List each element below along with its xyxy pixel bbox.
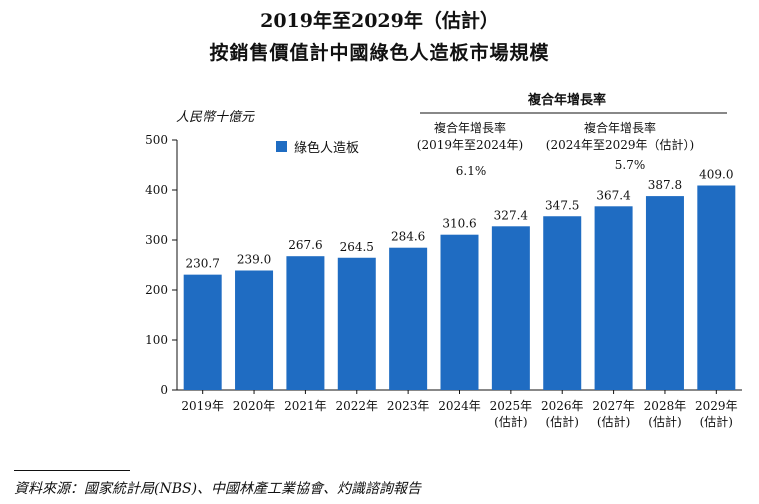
source-note: 資料來源：國家統計局(NBS)、中國林產工業協會、灼識諮詢報告 <box>14 481 422 497</box>
x-tick-label: 2024年 <box>438 399 481 413</box>
cagr-period-label: 複合年增長率 <box>434 120 506 135</box>
cagr-value-1: 6.1% <box>456 164 487 178</box>
bar-value-label: 367.4 <box>596 188 631 202</box>
bar-10 <box>645 196 684 390</box>
y-tick-label: 400 <box>145 183 168 197</box>
x-tick-label: (估計) <box>546 414 579 429</box>
x-tick-label: 2022年 <box>335 399 378 413</box>
bar-6 <box>440 234 479 390</box>
bar-chart: 0 100 200 300 400 500 人民幣十億元 230.7 2019年 239.0 202… <box>145 92 742 429</box>
bar-8 <box>543 216 582 390</box>
bar-1 <box>183 274 222 390</box>
x-tick-label: 2019年 <box>181 399 224 413</box>
x-tick-label: 2029年 <box>695 399 738 413</box>
y-tick-label: 500 <box>145 133 168 147</box>
cagr-header: 複合年增長率 <box>527 92 606 108</box>
bar-value-label: 264.5 <box>340 240 374 254</box>
bar-5 <box>389 247 428 390</box>
cagr-period-range: (2024年至2029年（估計）) <box>546 137 694 152</box>
bar-2 <box>235 270 274 390</box>
x-tick-label: 2020年 <box>233 399 276 413</box>
legend-swatch <box>276 141 287 152</box>
bar-value-label: 387.8 <box>648 178 682 192</box>
x-tick-label: 2021年 <box>284 399 327 413</box>
bar-value-label: 409.0 <box>699 168 733 182</box>
bar-value-label: 284.6 <box>391 230 425 244</box>
bar-11 <box>697 185 736 390</box>
bar-value-label: 327.4 <box>494 208 529 222</box>
cagr-period-range: (2019年至2024年) <box>417 138 523 152</box>
y-tick-label: 0 <box>160 383 168 397</box>
x-tick-label: (估計) <box>648 414 681 429</box>
y-tick-label: 200 <box>145 283 168 297</box>
bar-3 <box>286 256 325 390</box>
bar-value-label: 347.5 <box>545 198 579 212</box>
y-tick-label: 300 <box>145 233 168 247</box>
source-divider <box>14 470 130 471</box>
bar-9 <box>594 206 633 390</box>
x-tick-label: 2026年 <box>541 399 584 413</box>
cagr-value-2: 5.7% <box>615 158 646 172</box>
chart-title: 2019年至2029年（估計） <box>260 10 499 32</box>
bar-value-label: 310.6 <box>442 217 476 231</box>
x-tick-label: 2023年 <box>387 399 430 413</box>
bar-value-label: 230.7 <box>186 257 220 271</box>
y-tick-label: 100 <box>145 333 168 347</box>
x-tick-label: (估計) <box>700 414 733 429</box>
y-axis-label: 人民幣十億元 <box>176 110 255 125</box>
x-tick-label: (估計) <box>597 414 630 429</box>
x-tick-label: 2027年 <box>592 399 635 413</box>
bar-7 <box>491 226 530 390</box>
chart-subtitle: 按銷售價值計中國綠色人造板市場規模 <box>209 42 550 64</box>
bar-4 <box>337 257 376 390</box>
x-tick-label: (估計) <box>494 414 527 429</box>
bar-value-label: 239.0 <box>237 253 271 267</box>
x-tick-label: 2028年 <box>644 399 687 413</box>
bar-value-label: 267.6 <box>288 238 322 252</box>
x-tick-label: 2025年 <box>490 399 533 413</box>
cagr-period-label: 複合年增長率 <box>584 120 656 135</box>
legend-label: 綠色人造板 <box>294 140 359 156</box>
